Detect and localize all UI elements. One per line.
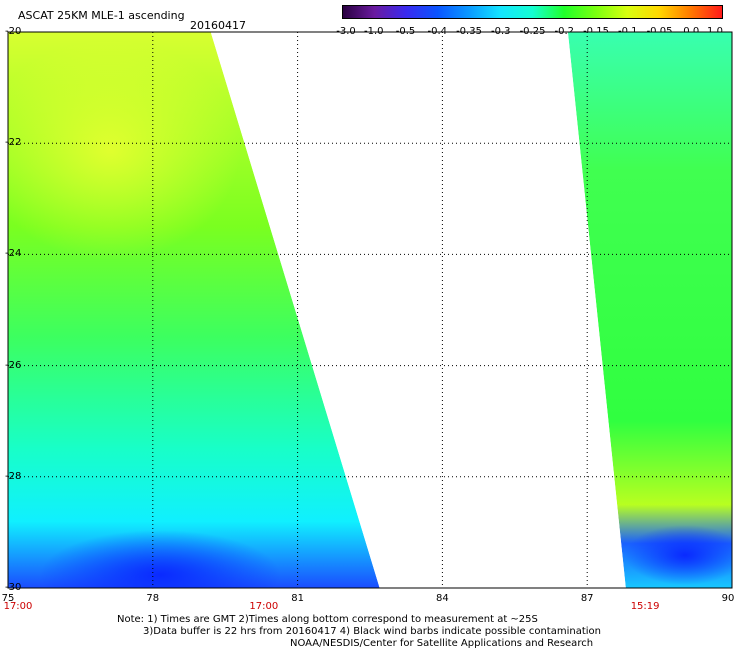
swath-layer: [8, 32, 732, 588]
east-swath: [567, 32, 732, 588]
latitude-label: -30: [5, 582, 22, 593]
map-date: 20160417: [190, 19, 246, 32]
map-title: ASCAT 25KM MLE-1 ascending: [18, 9, 185, 22]
latitude-label: -26: [5, 359, 22, 371]
note-line-1: Note: 1) Times are GMT 2)Times along bot…: [117, 614, 538, 625]
note-line-3: NOAA/NESDIS/Center for Satellite Applica…: [290, 638, 594, 649]
longitude-label: 90: [721, 593, 735, 604]
longitude-label: 78: [146, 593, 160, 604]
latitude-label: -28: [5, 470, 22, 482]
longitude-label: 84: [436, 593, 449, 604]
east-swath-fill: [567, 32, 732, 588]
time-label: 15:19: [630, 601, 660, 612]
longitude-label: 87: [580, 593, 594, 604]
west-swath-yellow-region: [8, 40, 240, 260]
latitude-label: -22: [5, 137, 22, 149]
map-frame: [7, 31, 733, 589]
time-label: 17:00: [3, 601, 33, 612]
latitude-label: -24: [5, 248, 22, 260]
west-swath-blue-region: [40, 530, 280, 588]
longitude-label: 75: [1, 593, 15, 604]
time-label: 17:00: [249, 601, 279, 612]
note-line-2: 3)Data buffer is 22 hrs from 20160417 4)…: [143, 626, 601, 637]
east-swath-blue-region: [625, 525, 732, 585]
longitude-label: 81: [291, 593, 304, 604]
color-scale-bar: [342, 5, 723, 19]
west-swath: [8, 32, 380, 588]
latitude-label: -20: [5, 26, 22, 37]
